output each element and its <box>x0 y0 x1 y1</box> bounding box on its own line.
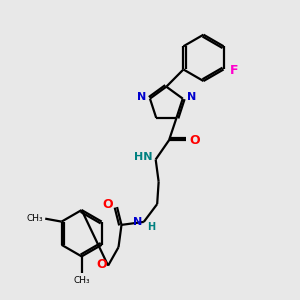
Text: O: O <box>96 258 106 271</box>
Text: CH₃: CH₃ <box>73 276 90 285</box>
Text: O: O <box>103 198 113 211</box>
Text: F: F <box>230 64 238 77</box>
Text: N: N <box>133 217 142 227</box>
Text: H: H <box>147 222 155 232</box>
Text: N: N <box>137 92 146 102</box>
Text: HN: HN <box>134 152 152 162</box>
Text: N: N <box>187 92 196 102</box>
Text: O: O <box>189 134 200 147</box>
Text: CH₃: CH₃ <box>26 214 43 223</box>
